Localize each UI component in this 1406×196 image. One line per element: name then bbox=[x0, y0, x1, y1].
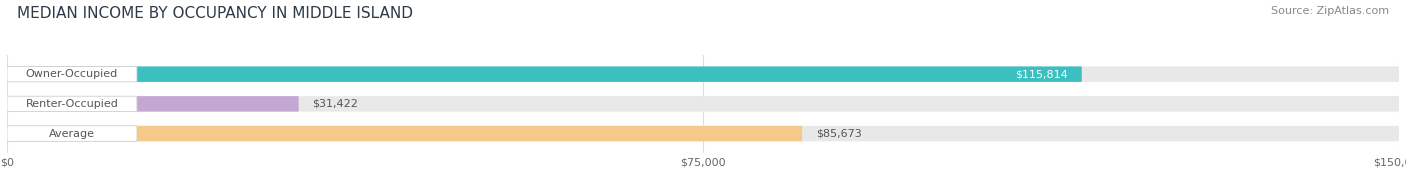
Text: Renter-Occupied: Renter-Occupied bbox=[25, 99, 118, 109]
FancyBboxPatch shape bbox=[7, 96, 136, 112]
Text: Source: ZipAtlas.com: Source: ZipAtlas.com bbox=[1271, 6, 1389, 16]
Text: $115,814: $115,814 bbox=[1015, 69, 1067, 79]
FancyBboxPatch shape bbox=[7, 66, 1081, 82]
Text: Owner-Occupied: Owner-Occupied bbox=[25, 69, 118, 79]
FancyBboxPatch shape bbox=[7, 96, 298, 112]
FancyBboxPatch shape bbox=[7, 126, 801, 141]
FancyBboxPatch shape bbox=[7, 126, 136, 141]
Text: $85,673: $85,673 bbox=[815, 129, 862, 139]
Text: MEDIAN INCOME BY OCCUPANCY IN MIDDLE ISLAND: MEDIAN INCOME BY OCCUPANCY IN MIDDLE ISL… bbox=[17, 6, 413, 21]
FancyBboxPatch shape bbox=[7, 66, 1399, 82]
FancyBboxPatch shape bbox=[7, 126, 1399, 141]
Text: $31,422: $31,422 bbox=[312, 99, 359, 109]
FancyBboxPatch shape bbox=[7, 66, 136, 82]
FancyBboxPatch shape bbox=[7, 96, 1399, 112]
Text: Average: Average bbox=[49, 129, 96, 139]
